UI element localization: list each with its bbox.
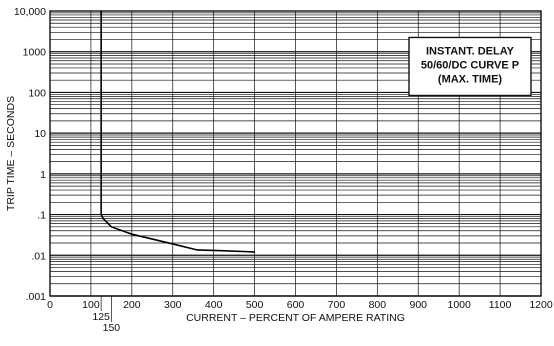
x-tick-label: 200 (123, 299, 141, 311)
y-tick-label: 10 (34, 128, 46, 140)
title-box-line: INSTANT. DELAY (426, 45, 515, 57)
curve-point (110, 226, 112, 228)
x-axis-label: CURRENT – PERCENT OF AMPERE RATING (186, 312, 405, 324)
gridlines (49, 11, 542, 297)
title-box-frame (408, 36, 532, 97)
curve-point (100, 10, 102, 12)
x-tick-label: 1100 (489, 299, 512, 311)
y-axis-label: TRIP TIME – SECONDS (5, 96, 17, 211)
curve-point (196, 249, 198, 251)
curve-point (102, 217, 104, 220)
y-tick-label: 1 (40, 169, 46, 181)
y-tick-label: 1000 (23, 47, 47, 59)
x-tick-label: 0 (47, 299, 53, 311)
curve-line (100, 11, 255, 253)
x-tick-label: 1000 (447, 299, 471, 311)
x-tick-label: 300 (164, 299, 182, 311)
x-tick-label: 400 (205, 299, 223, 311)
curve-point (151, 238, 153, 240)
curve-point (131, 233, 133, 235)
y-tick-label: 100 (28, 87, 46, 99)
x-tick-label: 500 (246, 299, 264, 311)
x-tick-labels: 0 100 200 300 400 500 600 700 800 900 1000 1100 1200 (47, 299, 553, 311)
title-box-line: (MAX. TIME) (438, 73, 502, 85)
y-tick-label: 10,000 (14, 6, 46, 18)
trip-curve (100, 10, 256, 253)
plot-frame (49, 10, 542, 297)
x-tick-label: 700 (328, 299, 346, 311)
x-extra-tick-label: 125 (92, 311, 110, 323)
y-tick-label: .001 (26, 291, 47, 303)
x-tick-label: 600 (287, 299, 305, 311)
y-tick-label: .1 (37, 210, 46, 222)
curve-point (172, 243, 174, 245)
curve-point (253, 251, 256, 253)
x-extra-tick-label: 150 (103, 322, 121, 334)
curve-point (245, 251, 247, 253)
x-tick-label: 800 (369, 299, 387, 311)
x-tick-label: 1200 (529, 299, 553, 311)
x-tick-label: 900 (409, 299, 427, 311)
curve-point (100, 51, 102, 53)
curve-point (221, 250, 223, 252)
y-tick-label: .01 (31, 250, 46, 262)
title-box-line: 50/60/DC CURVE P (421, 59, 519, 71)
title-box: INSTANT. DELAY 50/60/DC CURVE P (MAX. TIME… (408, 36, 532, 97)
x-tick-label: 100 (82, 299, 100, 311)
y-tick-labels: .001 .01 .1 1 10 100 1000 10,000 (14, 6, 46, 303)
curve-point (100, 213, 102, 216)
